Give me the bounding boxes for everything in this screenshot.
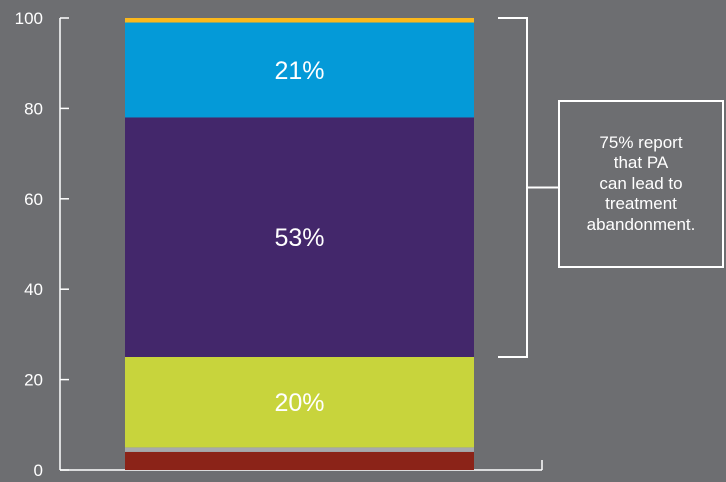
bar-segment (125, 357, 474, 448)
labels-layer: 20% 53% 21% (274, 57, 324, 417)
callout-line: 75% report (599, 132, 683, 152)
bar-segment (125, 451, 474, 470)
bars-layer (125, 18, 474, 470)
callout-line: abandonment. (586, 214, 696, 234)
y-tick-label: 20 (24, 371, 43, 390)
callout-line: can lead to (599, 173, 683, 193)
bar-segment (125, 117, 474, 357)
y-tick-label: 40 (24, 280, 43, 299)
y-tick-label: 0 (34, 461, 43, 477)
bar-data-label: 21% (274, 57, 324, 85)
bar-segment (125, 18, 474, 23)
bar-segment (125, 447, 474, 452)
y-tick-label: 100 (15, 9, 43, 28)
y-tick-label: 60 (24, 190, 43, 209)
bar-segment (125, 22, 474, 118)
y-tick-label: 80 (24, 99, 43, 118)
bar-data-label: 53% (274, 224, 324, 252)
callout-box: 75% report that PA can lead to treatment… (558, 100, 724, 268)
callout-bracket (498, 17, 528, 358)
bracket-layer (498, 17, 559, 358)
callout-line: treatment (605, 194, 677, 214)
bar-data-label: 20% (274, 389, 324, 417)
callout-line: that PA (613, 153, 669, 173)
callout-text: 75% report that PA can lead to treatment… (564, 133, 718, 236)
